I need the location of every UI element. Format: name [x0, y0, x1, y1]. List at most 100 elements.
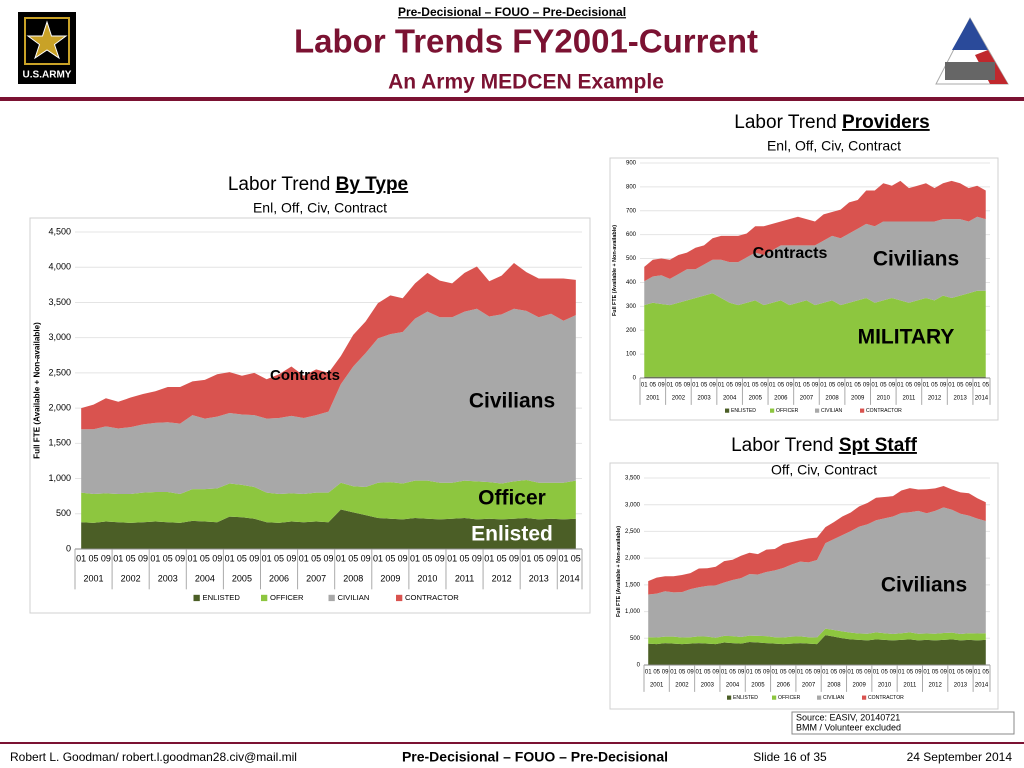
y-tick-label: 2,000	[625, 556, 641, 562]
annotation: Officer	[478, 487, 546, 510]
legend-label: OFFICER	[778, 695, 801, 701]
title-text: Labor Trend	[228, 174, 330, 195]
x-tick-label: 01	[797, 669, 804, 675]
legend-label: CIVILIAN	[338, 593, 370, 602]
year-label: 2008	[343, 574, 363, 584]
x-tick-label: 09	[712, 669, 719, 675]
x-tick-label: 09	[940, 382, 947, 388]
y-tick-label: 4,500	[48, 226, 71, 236]
annotation: Contracts	[753, 245, 828, 262]
year-label: 2006	[774, 396, 788, 402]
year-label: 2007	[306, 574, 326, 584]
x-tick-label: 09	[965, 382, 972, 388]
chart-title: Labor Trend By Type	[228, 174, 408, 195]
y-tick-label: 1,500	[48, 438, 71, 448]
x-tick-label: 05	[856, 669, 863, 675]
x-tick-label: 05	[931, 382, 938, 388]
y-tick-label: 900	[626, 161, 637, 167]
logo-frame	[24, 17, 70, 65]
x-tick-label: 01	[76, 553, 86, 563]
x-tick-label: 05	[675, 382, 682, 388]
x-tick-label: 05	[982, 382, 989, 388]
legend-label: CONTRACTOR	[866, 408, 902, 414]
year-label: 2007	[800, 396, 814, 402]
x-tick-label: 09	[760, 382, 767, 388]
x-tick-label: 05	[755, 669, 762, 675]
emblem-blue	[952, 18, 988, 50]
x-tick-label: 01	[113, 553, 123, 563]
x-tick-label: 01	[871, 382, 878, 388]
x-tick-label: 01	[484, 553, 494, 563]
x-tick-label: 01	[150, 553, 160, 563]
year-label: 2014	[560, 574, 580, 584]
y-tick-label: 300	[626, 304, 637, 310]
annotation: Civilians	[881, 574, 967, 597]
y-tick-label: 100	[626, 352, 637, 358]
title-emphasis: By Type	[336, 174, 409, 195]
year-label: 2001	[84, 574, 104, 584]
y-tick-label: 200	[626, 328, 637, 334]
year-label: 2014	[975, 683, 989, 689]
footer-rule	[0, 742, 1024, 744]
x-tick-label: 09	[966, 669, 973, 675]
x-tick-label: 05	[803, 382, 810, 388]
annotation: Civilians	[873, 248, 959, 271]
chart-title: Labor Trend Spt Staff	[731, 435, 918, 456]
x-tick-label: 09	[212, 553, 222, 563]
area	[648, 486, 986, 595]
x-tick-label: 01	[846, 382, 853, 388]
y-tick-label: 4,000	[48, 262, 71, 272]
x-tick-label: 01	[948, 382, 955, 388]
x-tick-label: 05	[881, 669, 888, 675]
year-label: 2004	[726, 683, 740, 689]
x-tick-label: 05	[752, 382, 759, 388]
x-tick-label: 05	[704, 669, 711, 675]
year-label: 2004	[195, 574, 215, 584]
chart-subtitle: Off, Civ, Contract	[771, 462, 877, 478]
x-tick-label: 05	[854, 382, 861, 388]
y-tick-label: 2,500	[48, 367, 71, 377]
y-tick-label: 500	[630, 636, 641, 642]
year-label: 2011	[455, 574, 474, 584]
y-tick-label: 1,500	[625, 582, 641, 588]
x-tick-label: 01	[667, 382, 674, 388]
x-tick-label: 09	[509, 553, 519, 563]
area	[648, 507, 986, 638]
x-tick-label: 09	[837, 382, 844, 388]
y-tick-label: 600	[626, 232, 637, 238]
x-tick-label: 09	[101, 553, 111, 563]
x-tick-label: 05	[237, 553, 247, 563]
x-tick-label: 05	[649, 382, 656, 388]
x-tick-label: 01	[795, 382, 802, 388]
y-tick-label: 3,000	[48, 332, 71, 342]
x-tick-label: 01	[949, 669, 956, 675]
year-label: 2009	[851, 396, 865, 402]
x-tick-label: 01	[262, 553, 272, 563]
legend-label: OFFICER	[270, 593, 304, 602]
year-label: 2008	[827, 683, 841, 689]
year-label: 2008	[825, 396, 839, 402]
year-label: 2002	[675, 683, 689, 689]
area	[644, 290, 986, 377]
x-tick-label: 05	[311, 553, 321, 563]
x-tick-label: 09	[361, 553, 371, 563]
x-tick-label: 05	[460, 553, 470, 563]
x-tick-label: 09	[286, 553, 296, 563]
legend-swatch	[770, 408, 775, 413]
x-tick-label: 09	[658, 382, 665, 388]
y-tick-label: 0	[633, 376, 637, 382]
classification-top: Pre-Decisional – FOUO – Pre-Decisional	[398, 5, 626, 19]
x-tick-label: 05	[829, 382, 836, 388]
x-tick-label: 05	[906, 669, 913, 675]
year-label: 2003	[701, 683, 715, 689]
x-tick-label: 01	[645, 669, 652, 675]
x-tick-label: 09	[435, 553, 445, 563]
x-tick-label: 09	[890, 669, 897, 675]
y-axis-label: Full FTE (Available + Non-available)	[32, 322, 41, 459]
year-label: 2012	[492, 574, 512, 584]
year-label: 2013	[529, 574, 549, 584]
x-tick-label: 01	[897, 382, 904, 388]
y-tick-label: 0	[637, 663, 641, 669]
x-tick-label: 01	[873, 669, 880, 675]
y-tick-label: 3,500	[48, 297, 71, 307]
